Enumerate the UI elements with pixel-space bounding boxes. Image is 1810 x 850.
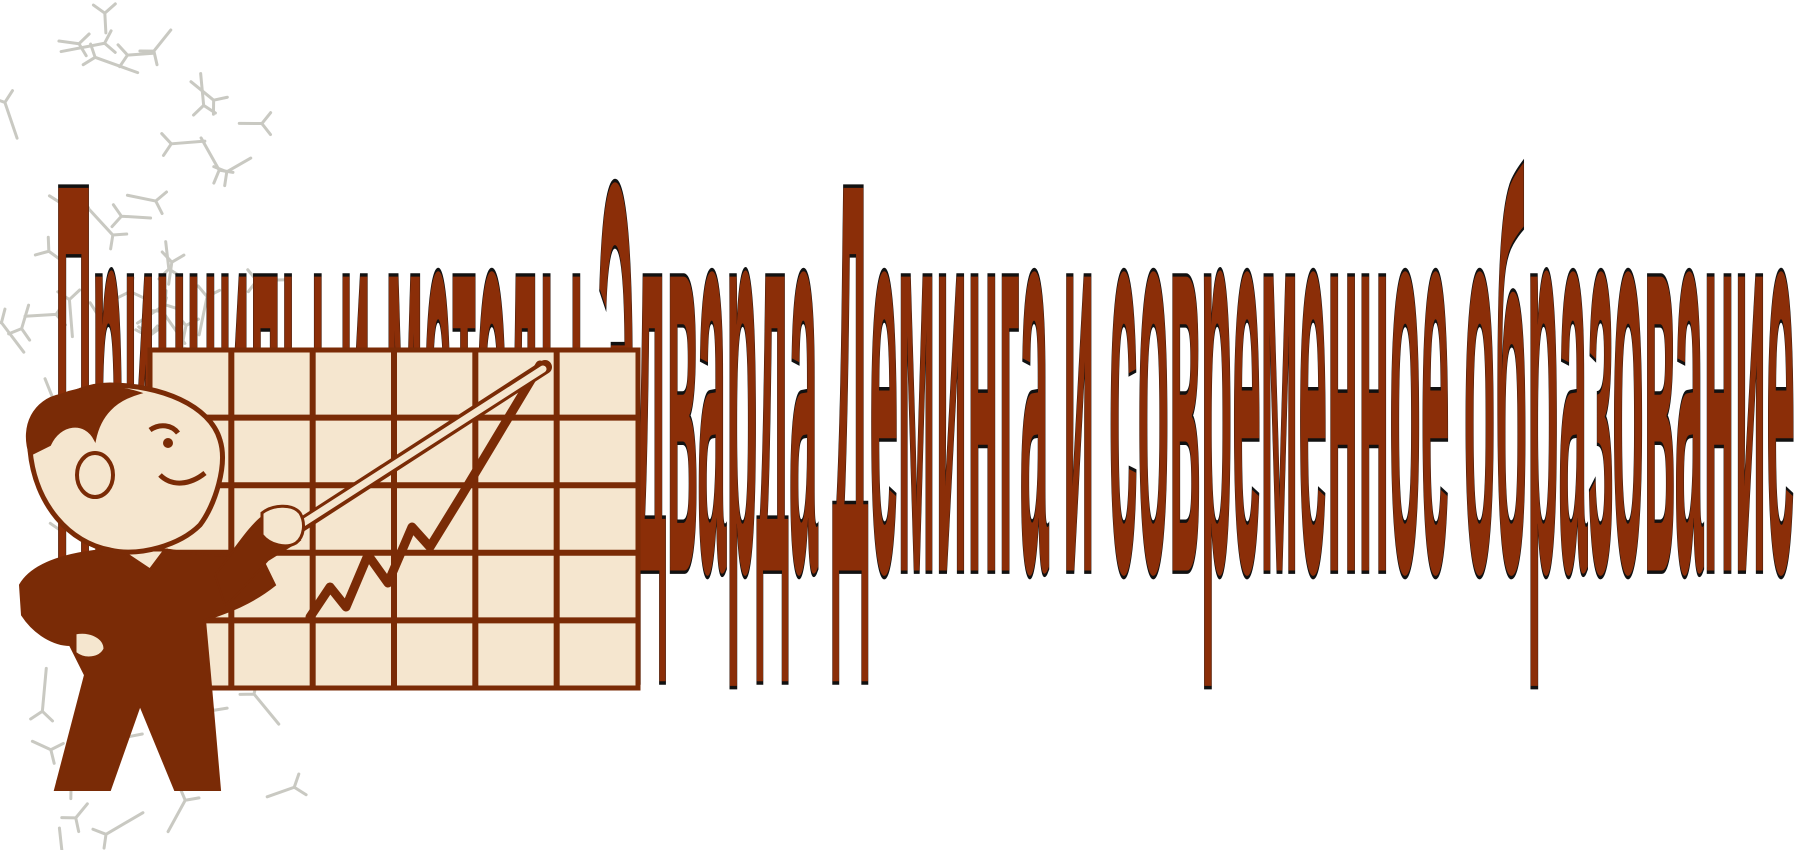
pattern-stroke bbox=[160, 132, 207, 157]
pattern-stroke bbox=[30, 739, 65, 765]
pointer-stick bbox=[263, 360, 552, 552]
pattern-stroke bbox=[91, 2, 117, 35]
pattern-stroke bbox=[88, 301, 121, 341]
pattern-stroke bbox=[110, 203, 153, 229]
pattern-stroke bbox=[157, 240, 183, 281]
pattern-stroke bbox=[116, 43, 155, 69]
pattern-stroke bbox=[196, 284, 222, 337]
pattern-stroke bbox=[237, 111, 273, 137]
pattern-stroke bbox=[110, 276, 145, 303]
chart-board bbox=[147, 347, 641, 691]
pattern-stroke bbox=[246, 268, 289, 294]
pattern-stroke bbox=[81, 42, 140, 75]
pattern-stroke bbox=[57, 32, 91, 58]
presenter-figure bbox=[18, 382, 305, 791]
pattern-stroke bbox=[23, 301, 67, 327]
pattern-stroke bbox=[0, 89, 19, 140]
pattern-stroke bbox=[189, 80, 229, 116]
pattern-stroke bbox=[0, 307, 26, 354]
presenter-with-pointer-and-rising-chart-icon bbox=[18, 347, 641, 791]
pattern-stroke bbox=[33, 235, 66, 264]
pattern-stroke bbox=[135, 289, 180, 325]
pattern-stroke bbox=[265, 772, 308, 799]
pattern-stroke bbox=[60, 802, 89, 834]
pattern-stroke bbox=[57, 826, 64, 850]
pattern-stroke bbox=[47, 194, 90, 228]
pattern-stroke bbox=[125, 190, 168, 216]
pattern-stroke bbox=[85, 204, 129, 251]
pattern-stroke bbox=[212, 156, 253, 188]
pattern-stroke bbox=[29, 666, 54, 723]
rising-line bbox=[305, 360, 545, 622]
pattern-stroke bbox=[91, 811, 145, 850]
pattern-stroke bbox=[56, 288, 82, 339]
